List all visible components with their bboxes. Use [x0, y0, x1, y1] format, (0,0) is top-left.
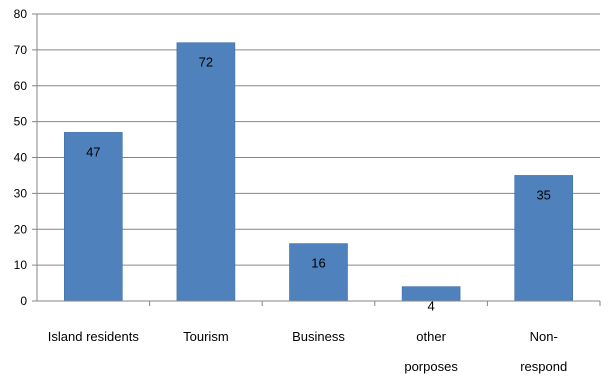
y-tick-label: 0 [20, 294, 27, 308]
bar-value-label: 35 [536, 187, 550, 202]
y-tick-label: 60 [14, 79, 28, 93]
x-axis-tick-labels: Island residents Tourism Business other porp… [48, 329, 567, 374]
bar-value-label: 72 [199, 55, 213, 70]
bar [514, 175, 574, 302]
y-tick-label: 10 [14, 258, 28, 272]
y-tick-label: 20 [14, 222, 28, 236]
y-tick-label: 40 [14, 151, 28, 165]
bar [64, 132, 123, 302]
bar-value-label: 47 [86, 144, 100, 159]
x-category-label: Island residents [48, 329, 140, 344]
data-labels: 47 72 16 4 35 [86, 55, 551, 314]
bar-value-label: 4 [427, 299, 434, 314]
axes [32, 13, 601, 306]
x-category-label: other [416, 329, 446, 344]
y-tick-label: 50 [14, 115, 28, 129]
x-category-label: Tourism [183, 329, 229, 344]
x-category-label: respond [520, 359, 567, 374]
x-category-label: Business [292, 329, 345, 344]
bar [176, 42, 236, 302]
y-tick-label: 80 [14, 7, 28, 21]
y-tick-label: 30 [14, 186, 28, 200]
bars [64, 42, 574, 302]
bar-value-label: 16 [311, 256, 325, 271]
x-category-label: porposes [404, 359, 458, 374]
bar [289, 243, 348, 302]
y-axis-tick-labels: 0 10 20 30 40 50 60 70 80 [14, 7, 28, 308]
gridlines [37, 13, 600, 266]
y-tick-label: 70 [14, 43, 28, 57]
x-category-label: Non- [530, 329, 558, 344]
